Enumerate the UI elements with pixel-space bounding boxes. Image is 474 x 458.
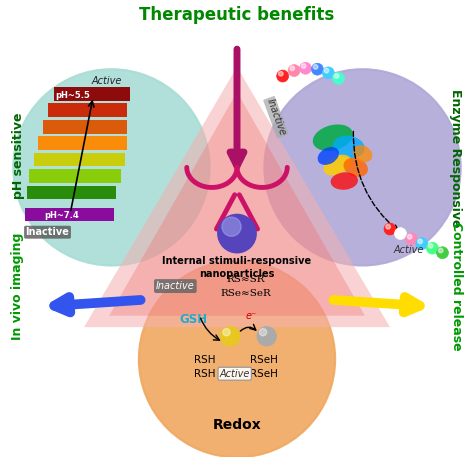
- Circle shape: [428, 244, 433, 248]
- Text: RSH: RSH: [194, 369, 216, 379]
- Bar: [43, 120, 128, 134]
- Polygon shape: [84, 67, 390, 327]
- Circle shape: [322, 67, 334, 79]
- Circle shape: [416, 238, 428, 250]
- Circle shape: [220, 327, 240, 346]
- Polygon shape: [109, 92, 365, 316]
- Circle shape: [264, 69, 461, 266]
- Ellipse shape: [331, 172, 358, 190]
- Circle shape: [396, 229, 401, 234]
- Text: RSH: RSH: [194, 355, 216, 365]
- Text: pH~7.4: pH~7.4: [44, 211, 79, 220]
- Text: In vivo imaging: In vivo imaging: [11, 232, 24, 340]
- Text: Redox: Redox: [213, 418, 261, 432]
- Text: e⁻: e⁻: [245, 311, 256, 321]
- Circle shape: [386, 224, 391, 229]
- Circle shape: [334, 74, 339, 78]
- Text: Inactive: Inactive: [26, 227, 70, 237]
- Circle shape: [288, 65, 300, 76]
- Circle shape: [290, 66, 294, 71]
- Bar: [47, 104, 128, 117]
- Bar: [55, 87, 130, 101]
- Circle shape: [259, 328, 267, 336]
- Circle shape: [300, 62, 311, 74]
- Circle shape: [313, 65, 318, 69]
- Ellipse shape: [333, 136, 365, 158]
- Text: Therapeutic benefits: Therapeutic benefits: [139, 6, 335, 24]
- Circle shape: [277, 70, 289, 82]
- Circle shape: [427, 242, 438, 254]
- Circle shape: [223, 328, 230, 336]
- Bar: [25, 207, 114, 221]
- Text: Inactive: Inactive: [156, 281, 195, 291]
- Text: RSeH: RSeH: [250, 369, 278, 379]
- Text: Active: Active: [91, 76, 122, 86]
- Circle shape: [407, 234, 412, 239]
- Text: Active: Active: [219, 369, 250, 379]
- Circle shape: [218, 214, 256, 253]
- Ellipse shape: [323, 155, 351, 175]
- Circle shape: [139, 261, 335, 457]
- Text: RSe≈SeR: RSe≈SeR: [221, 289, 272, 298]
- Bar: [29, 169, 120, 183]
- Bar: [38, 136, 128, 150]
- Text: RSeH: RSeH: [250, 355, 278, 365]
- Circle shape: [437, 247, 448, 259]
- Ellipse shape: [318, 147, 339, 165]
- Text: Enzyme Responsive: Enzyme Responsive: [449, 89, 462, 228]
- Circle shape: [405, 233, 418, 245]
- Text: Active: Active: [393, 245, 423, 255]
- Circle shape: [257, 327, 276, 346]
- Circle shape: [311, 63, 323, 75]
- Text: GSH: GSH: [180, 313, 208, 326]
- Circle shape: [384, 223, 396, 235]
- Text: Internal stimuli-responsive
nanoparticles: Internal stimuli-responsive nanoparticle…: [163, 256, 311, 279]
- Text: pH sensitive: pH sensitive: [12, 113, 25, 199]
- Circle shape: [222, 217, 241, 236]
- Bar: [34, 153, 125, 166]
- Circle shape: [332, 72, 344, 84]
- Circle shape: [301, 64, 306, 68]
- Text: Controlled release: Controlled release: [450, 222, 463, 350]
- Ellipse shape: [344, 158, 368, 177]
- Circle shape: [394, 228, 406, 240]
- Circle shape: [279, 71, 283, 76]
- Circle shape: [324, 68, 329, 73]
- Circle shape: [418, 239, 422, 244]
- Text: Inactive: Inactive: [264, 97, 287, 137]
- Bar: [27, 185, 116, 199]
- Ellipse shape: [313, 125, 353, 151]
- Ellipse shape: [353, 145, 372, 162]
- Circle shape: [438, 248, 443, 253]
- Text: pH~5.5: pH~5.5: [55, 91, 90, 100]
- Circle shape: [13, 69, 210, 266]
- Text: RS≈SR: RS≈SR: [227, 275, 265, 284]
